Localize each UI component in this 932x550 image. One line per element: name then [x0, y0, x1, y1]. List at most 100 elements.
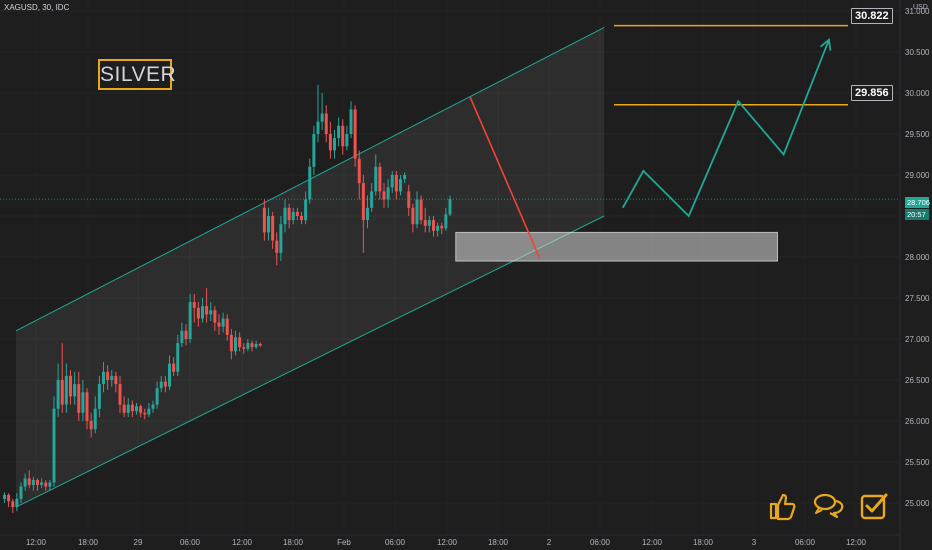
candle [192, 293, 196, 323]
time-tick-label: Feb [337, 538, 351, 547]
candle [19, 482, 23, 503]
time-tick-label: 06:00 [385, 538, 406, 547]
projection-arrowhead [819, 37, 832, 51]
candle [378, 162, 382, 200]
demand-zone [455, 231, 778, 262]
candle [135, 402, 138, 415]
price-tick-label: 26.500 [905, 376, 930, 385]
candle [73, 371, 77, 405]
candle [225, 314, 229, 341]
resistance-trendline [469, 96, 540, 258]
candle [221, 312, 225, 333]
candle [403, 172, 407, 184]
time-tick-label: 12:00 [642, 538, 663, 547]
candle [316, 84, 320, 143]
candle [267, 207, 270, 241]
channel-lower-line [15, 215, 605, 508]
candle [56, 363, 60, 417]
candle [287, 203, 291, 229]
candle [440, 222, 444, 235]
candle [394, 170, 398, 200]
candle [40, 478, 44, 489]
candle [337, 117, 341, 147]
thumbs-up-icon[interactable] [766, 490, 798, 522]
candle [172, 357, 176, 376]
candle [345, 125, 349, 151]
candle [168, 355, 171, 390]
candle [48, 480, 52, 491]
time-tick-label: 12:00 [846, 538, 867, 547]
candle [196, 302, 200, 327]
candle [291, 207, 295, 225]
candle [126, 398, 130, 417]
candle [444, 207, 448, 231]
current-price-tag: 28.706 [905, 197, 930, 208]
checkbox-icon[interactable] [858, 490, 890, 522]
candle [44, 480, 48, 491]
candle [275, 232, 279, 266]
candle [304, 191, 308, 225]
candle [411, 203, 415, 233]
candle [159, 375, 163, 393]
candle [258, 342, 262, 348]
candle [283, 199, 287, 233]
candle [147, 402, 151, 417]
time-tick-label: 06:00 [180, 538, 201, 547]
target-price-upper: 30.822 [851, 8, 893, 24]
candle [36, 478, 39, 491]
candle [130, 400, 134, 417]
time-tick-label: 12:00 [437, 538, 458, 547]
price-axis[interactable]: 25.000 25.500 26.000 26.500 27.000 27.500 28.0… [905, 7, 930, 508]
time-tick-label: 06:00 [590, 538, 611, 547]
candle [399, 175, 402, 196]
price-tick-label: 28.000 [905, 253, 930, 262]
candle [242, 343, 246, 354]
candle [262, 199, 266, 241]
projection-path [621, 39, 830, 218]
candle [110, 370, 114, 387]
candle [436, 222, 440, 237]
candle [209, 302, 213, 321]
candle [93, 396, 97, 434]
candle [234, 330, 237, 356]
candle [382, 183, 386, 208]
candle [407, 184, 411, 216]
time-tick-label: 12:00 [26, 538, 47, 547]
candle [52, 396, 56, 487]
candle [328, 121, 332, 159]
candle [155, 381, 159, 409]
candle [229, 329, 233, 360]
candle [370, 183, 374, 212]
time-axis[interactable]: 12:00 18:00 29 06:00 12:00 18:00 Feb 06:00 12:00… [26, 538, 867, 547]
candle [7, 493, 11, 508]
candle [85, 388, 89, 430]
candle [349, 101, 353, 139]
candle [432, 216, 435, 237]
candle [102, 361, 105, 393]
candle [300, 211, 303, 225]
candle [419, 195, 423, 225]
channel-fill [16, 27, 605, 508]
candle [250, 340, 254, 352]
candle [213, 306, 217, 331]
candle [295, 207, 299, 221]
candle [151, 400, 155, 413]
time-tick-label: 12:00 [232, 538, 253, 547]
candle [180, 322, 184, 348]
candle [386, 179, 390, 208]
candle [106, 365, 110, 390]
candle [143, 408, 147, 420]
candle [77, 371, 81, 421]
candle [69, 370, 72, 405]
candle [64, 363, 68, 413]
candle [254, 340, 258, 349]
time-tick-label: 18:00 [488, 538, 509, 547]
candle [205, 288, 209, 323]
candle [324, 105, 328, 143]
comment-icon[interactable] [812, 490, 844, 522]
candle [188, 293, 192, 344]
candle [139, 404, 143, 417]
currency-label: USD [913, 4, 928, 11]
time-tick-label: 18:00 [693, 538, 714, 547]
